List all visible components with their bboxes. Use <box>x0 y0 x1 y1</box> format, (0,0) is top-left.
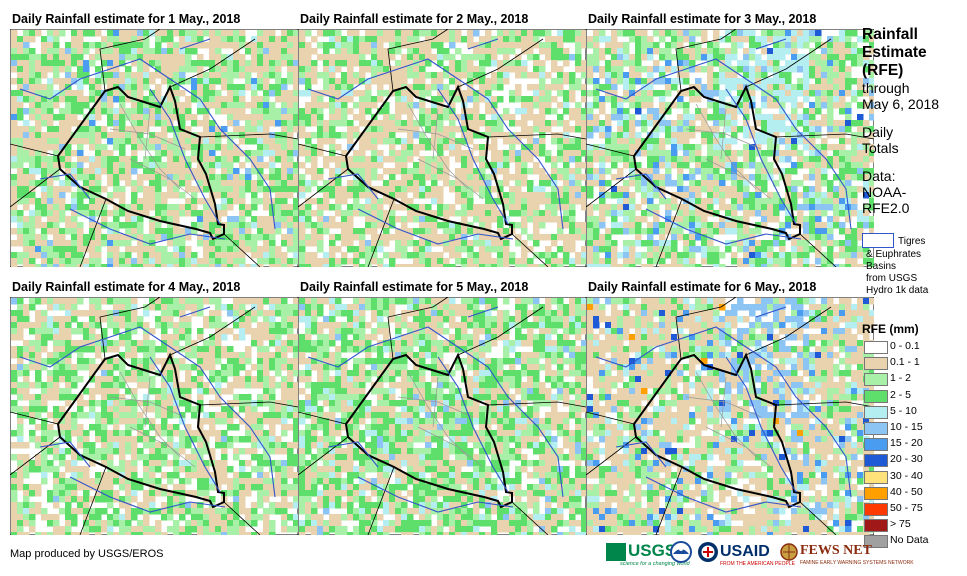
legend-item: 30 - 40 <box>862 470 967 486</box>
map-panel-may3: Daily Rainfall estimate for 3 May., 2018 <box>586 12 874 267</box>
legend-item: 40 - 50 <box>862 486 967 502</box>
legend-label: 0.1 - 1 <box>890 356 920 369</box>
legend-swatch <box>864 357 888 371</box>
legend-swatch <box>864 535 888 549</box>
info-data-label: Data: <box>862 168 896 184</box>
info-data-source-2: RFE2.0 <box>862 200 910 216</box>
legend-swatch <box>864 454 888 468</box>
panel-title: Daily Rainfall estimate for 6 May., 2018 <box>588 280 817 294</box>
info-title-1: Rainfall <box>862 26 918 43</box>
basin-label-3: Basins <box>866 261 897 272</box>
legend-rows: 0 - 0.1 0.1 - 1 1 - 2 2 - 5 5 - 10 10 - 15 15 … <box>862 340 967 550</box>
legend-label: 15 - 20 <box>890 437 923 450</box>
legend-label: 20 - 30 <box>890 453 923 466</box>
info-totals: Totals <box>862 140 899 156</box>
map-panel-may4: Daily Rainfall estimate for 4 May., 2018 <box>10 280 298 535</box>
rainfall-map <box>586 29 874 267</box>
legend-swatch <box>864 341 888 354</box>
rainfall-map <box>298 29 586 267</box>
legend-item: 5 - 10 <box>862 405 967 421</box>
legend-item: 1 - 2 <box>862 372 967 388</box>
info-daily: Daily <box>862 124 894 140</box>
legend-label: 1 - 2 <box>890 372 912 385</box>
rainfall-map <box>298 297 586 535</box>
usgs-name: USGS <box>628 541 677 560</box>
usaid-seal-icon <box>697 541 719 567</box>
legend-label: 0 - 0.1 <box>890 340 920 352</box>
map-credit: Map produced by USGS/EROS <box>10 548 164 560</box>
fews-net-logo: FEWS NET FAMINE EARLY WARNING SYSTEMS NE… <box>780 541 914 567</box>
usgs-tagline: science for a changing world <box>620 561 690 567</box>
info-date: May 6, 2018 <box>862 96 940 112</box>
map-panel-may6: Daily Rainfall estimate for 6 May., 2018 <box>586 280 874 535</box>
usgs-mark-icon <box>606 543 626 561</box>
panel-title: Daily Rainfall estimate for 4 May., 2018 <box>12 280 241 294</box>
fews-tagline: FAMINE EARLY WARNING SYSTEMS NETWORK <box>800 560 914 566</box>
legend-label: 50 - 75 <box>890 501 923 514</box>
map-panel-may2: Daily Rainfall estimate for 2 May., 2018 <box>298 12 586 267</box>
info-title-3: (RFE) <box>862 62 904 79</box>
map-info: Rainfall Estimate (RFE) through May 6, 2… <box>862 26 962 216</box>
legend-label: 30 - 40 <box>890 469 923 482</box>
legend-swatch <box>864 519 888 533</box>
legend-label: 40 - 50 <box>890 485 923 498</box>
basin-label-2: & Euphrates <box>866 249 922 260</box>
usaid-logo: USAID FROM THE AMERICAN PEOPLE <box>720 541 795 567</box>
legend-label: 10 - 15 <box>890 420 923 433</box>
legend-item: 0 - 0.1 <box>862 340 967 356</box>
usaid-tagline: FROM THE AMERICAN PEOPLE <box>720 561 795 567</box>
basin-label-rest: & Euphrates Basins from USGS Hydro 1k da… <box>866 249 966 297</box>
legend-swatch <box>864 421 888 435</box>
info-title-2: Estimate <box>862 44 927 61</box>
legend-swatch <box>864 502 888 516</box>
legend-item: No Data <box>862 534 967 550</box>
legend-item: 2 - 5 <box>862 389 967 405</box>
panel-title: Daily Rainfall estimate for 2 May., 2018 <box>300 12 529 26</box>
legend-label: 2 - 5 <box>890 388 912 401</box>
legend-swatch <box>864 470 888 484</box>
legend-label: 5 - 10 <box>890 404 917 417</box>
legend-item: 0.1 - 1 <box>862 356 967 372</box>
info-data-source-1: NOAA- <box>862 184 907 200</box>
panel-title: Daily Rainfall estimate for 1 May., 2018 <box>12 12 241 26</box>
noaa-logo-icon <box>670 541 692 567</box>
fews-globe-icon <box>780 543 798 561</box>
rainfall-map <box>586 297 874 535</box>
legend-item: > 75 <box>862 518 967 534</box>
rainfall-map <box>10 297 298 535</box>
legend-swatch <box>864 373 888 387</box>
legend-label: > 75 <box>890 518 911 531</box>
legend-swatch <box>864 389 888 403</box>
info-through: through <box>862 80 910 96</box>
fews-name: FEWS NET <box>800 543 872 558</box>
rfe-legend: RFE (mm) 0 - 0.1 0.1 - 1 1 - 2 2 - 5 5 - 10 1… <box>862 322 967 550</box>
legend-swatch <box>864 438 888 452</box>
legend-swatch <box>864 486 888 500</box>
map-panel-may5: Daily Rainfall estimate for 5 May., 2018 <box>298 280 586 535</box>
basin-label-1: Tigres <box>898 236 926 247</box>
basin-label-4: from USGS <box>866 273 918 284</box>
rainfall-map <box>10 29 298 267</box>
panel-title: Daily Rainfall estimate for 3 May., 2018 <box>588 12 817 26</box>
legend-label: No Data <box>890 534 929 547</box>
basin-label-5: Hydro 1k data <box>866 285 929 296</box>
legend-item: 50 - 75 <box>862 502 967 518</box>
legend-title: RFE (mm) <box>862 322 919 336</box>
legend-item: 10 - 15 <box>862 421 967 437</box>
usgs-logo: USGS science for a changing world <box>606 541 690 567</box>
legend-swatch <box>864 405 888 419</box>
legend-item: 15 - 20 <box>862 437 967 453</box>
usaid-name: USAID <box>720 543 770 560</box>
map-panel-may1: Daily Rainfall estimate for 1 May., 2018 <box>10 12 298 267</box>
panel-title: Daily Rainfall estimate for 5 May., 2018 <box>300 280 529 294</box>
legend-item: 20 - 30 <box>862 453 967 469</box>
basin-swatch <box>862 233 894 248</box>
